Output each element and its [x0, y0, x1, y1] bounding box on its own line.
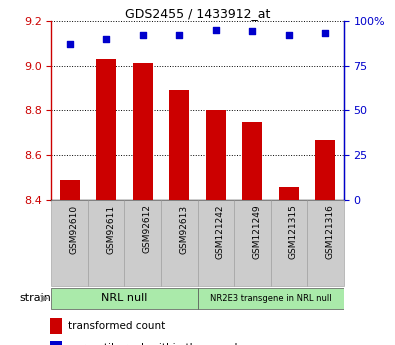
Point	[213, 27, 219, 32]
FancyBboxPatch shape	[51, 288, 198, 309]
Point	[103, 36, 109, 41]
Bar	[242, 121, 262, 200]
Bar	[60, 180, 80, 200]
Bar	[50, 341, 62, 345]
Bar	[133, 63, 153, 200]
Point	[139, 32, 146, 38]
Text: GSM121249: GSM121249	[252, 204, 261, 259]
Text: GSM92611: GSM92611	[106, 204, 115, 254]
FancyBboxPatch shape	[271, 200, 307, 286]
Bar	[206, 110, 226, 200]
Text: strain: strain	[20, 294, 52, 303]
FancyBboxPatch shape	[124, 200, 161, 286]
FancyBboxPatch shape	[88, 200, 124, 286]
FancyBboxPatch shape	[198, 288, 344, 309]
Bar	[315, 139, 335, 200]
Bar	[279, 187, 299, 200]
Title: GDS2455 / 1433912_at: GDS2455 / 1433912_at	[125, 7, 270, 20]
Text: GSM121242: GSM121242	[216, 204, 225, 259]
Text: percentile rank within the sample: percentile rank within the sample	[68, 344, 244, 345]
Bar	[96, 59, 116, 200]
Text: GSM92612: GSM92612	[143, 204, 152, 254]
Text: GSM121315: GSM121315	[289, 204, 298, 259]
Text: GSM121316: GSM121316	[325, 204, 335, 259]
FancyBboxPatch shape	[234, 200, 271, 286]
FancyBboxPatch shape	[161, 200, 198, 286]
FancyBboxPatch shape	[307, 200, 344, 286]
Text: transformed count: transformed count	[68, 321, 166, 331]
Text: NRL null: NRL null	[101, 294, 148, 303]
Point	[176, 32, 182, 38]
FancyBboxPatch shape	[198, 200, 234, 286]
Bar	[50, 318, 62, 334]
Text: NR2E3 transgene in NRL null: NR2E3 transgene in NRL null	[210, 294, 331, 303]
Text: GSM92613: GSM92613	[179, 204, 188, 254]
Bar	[169, 90, 189, 200]
Point	[249, 29, 256, 34]
Point	[286, 32, 292, 38]
FancyBboxPatch shape	[51, 200, 88, 286]
Point	[322, 30, 329, 36]
Point	[66, 41, 73, 47]
Text: GSM92610: GSM92610	[70, 204, 79, 254]
